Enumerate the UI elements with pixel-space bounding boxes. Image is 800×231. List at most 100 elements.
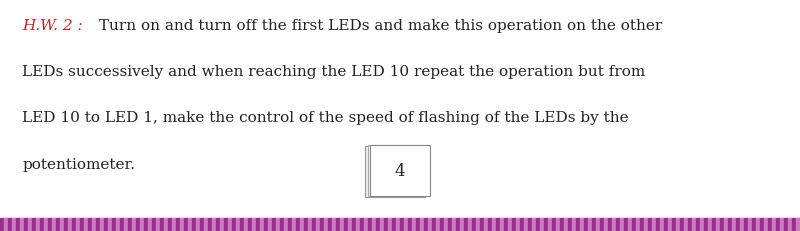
Bar bbox=[728, 218, 732, 231]
Bar bbox=[168, 218, 172, 231]
Bar bbox=[472, 218, 476, 231]
Bar bbox=[328, 218, 332, 231]
Bar bbox=[628, 218, 632, 231]
Bar bbox=[496, 218, 500, 231]
Bar bbox=[484, 218, 488, 231]
Bar bbox=[644, 218, 648, 231]
Bar bbox=[548, 218, 552, 231]
Bar bbox=[616, 218, 620, 231]
Bar bbox=[720, 218, 724, 231]
Bar bbox=[516, 218, 520, 231]
Bar bbox=[144, 218, 148, 231]
Bar bbox=[576, 218, 580, 231]
Bar bbox=[636, 218, 640, 231]
Bar bbox=[668, 218, 672, 231]
Bar bbox=[280, 218, 284, 231]
Bar bbox=[580, 218, 584, 231]
Bar bbox=[572, 218, 576, 231]
Bar bbox=[412, 218, 416, 231]
Bar bbox=[544, 218, 548, 231]
Bar bbox=[772, 218, 776, 231]
Bar bbox=[604, 218, 608, 231]
Bar bbox=[632, 218, 636, 231]
Bar bbox=[56, 218, 60, 231]
Bar bbox=[296, 218, 300, 231]
Bar bbox=[112, 218, 116, 231]
Bar bbox=[532, 218, 536, 231]
Bar bbox=[48, 218, 52, 231]
Bar bbox=[252, 218, 256, 231]
Bar bbox=[780, 218, 784, 231]
Bar bbox=[672, 218, 676, 231]
Bar bbox=[756, 218, 760, 231]
Bar bbox=[20, 218, 24, 231]
Bar bbox=[244, 218, 248, 231]
Bar bbox=[688, 218, 692, 231]
Bar bbox=[32, 218, 36, 231]
Bar bbox=[4, 218, 8, 231]
Bar bbox=[152, 218, 156, 231]
Bar bbox=[620, 218, 624, 231]
Bar bbox=[364, 218, 368, 231]
Bar bbox=[264, 218, 268, 231]
Bar bbox=[568, 218, 572, 231]
Bar bbox=[624, 218, 628, 231]
Bar bbox=[752, 218, 756, 231]
Bar bbox=[156, 218, 160, 231]
Bar bbox=[288, 218, 292, 231]
Bar bbox=[64, 218, 68, 231]
Bar bbox=[468, 218, 472, 231]
Bar bbox=[196, 218, 200, 231]
Bar bbox=[540, 218, 544, 231]
Bar bbox=[92, 218, 96, 231]
Text: LED 10 to LED 1, make the control of the speed of flashing of the LEDs by the: LED 10 to LED 1, make the control of the… bbox=[22, 111, 629, 125]
Bar bbox=[452, 218, 456, 231]
Bar bbox=[608, 218, 612, 231]
Bar bbox=[352, 218, 356, 231]
Bar bbox=[776, 218, 780, 231]
Bar bbox=[324, 218, 328, 231]
Bar bbox=[96, 218, 100, 231]
Bar bbox=[744, 218, 748, 231]
Bar bbox=[148, 218, 152, 231]
Bar bbox=[416, 218, 420, 231]
Bar bbox=[512, 218, 516, 231]
Bar bbox=[792, 218, 796, 231]
Bar bbox=[740, 218, 744, 231]
Bar bbox=[136, 218, 140, 231]
Bar bbox=[664, 218, 668, 231]
Bar bbox=[370, 146, 430, 196]
Bar bbox=[256, 218, 260, 231]
Bar bbox=[304, 218, 308, 231]
Bar bbox=[528, 218, 532, 231]
Bar bbox=[680, 218, 684, 231]
Bar bbox=[612, 218, 616, 231]
Bar bbox=[448, 218, 452, 231]
Text: Turn on and turn off the first LEDs and make this operation on the other: Turn on and turn off the first LEDs and … bbox=[94, 18, 662, 32]
Bar bbox=[348, 218, 352, 231]
Bar bbox=[724, 218, 728, 231]
Bar bbox=[508, 218, 512, 231]
Bar bbox=[52, 218, 56, 231]
Bar bbox=[140, 218, 144, 231]
Bar bbox=[656, 218, 660, 231]
Bar bbox=[372, 218, 376, 231]
Text: H.W. 2 :: H.W. 2 : bbox=[22, 18, 83, 32]
Bar bbox=[592, 218, 596, 231]
Bar bbox=[552, 218, 556, 231]
Bar bbox=[480, 218, 484, 231]
Bar bbox=[764, 218, 768, 231]
Bar bbox=[28, 218, 32, 231]
Bar bbox=[216, 218, 220, 231]
Bar bbox=[736, 218, 740, 231]
Bar bbox=[424, 218, 428, 231]
Bar bbox=[220, 218, 224, 231]
Bar bbox=[492, 218, 496, 231]
Bar bbox=[200, 218, 204, 231]
Bar bbox=[44, 218, 48, 231]
Bar bbox=[332, 218, 336, 231]
Bar bbox=[356, 218, 360, 231]
Bar bbox=[212, 218, 216, 231]
Bar bbox=[396, 218, 400, 231]
Bar bbox=[444, 218, 448, 231]
